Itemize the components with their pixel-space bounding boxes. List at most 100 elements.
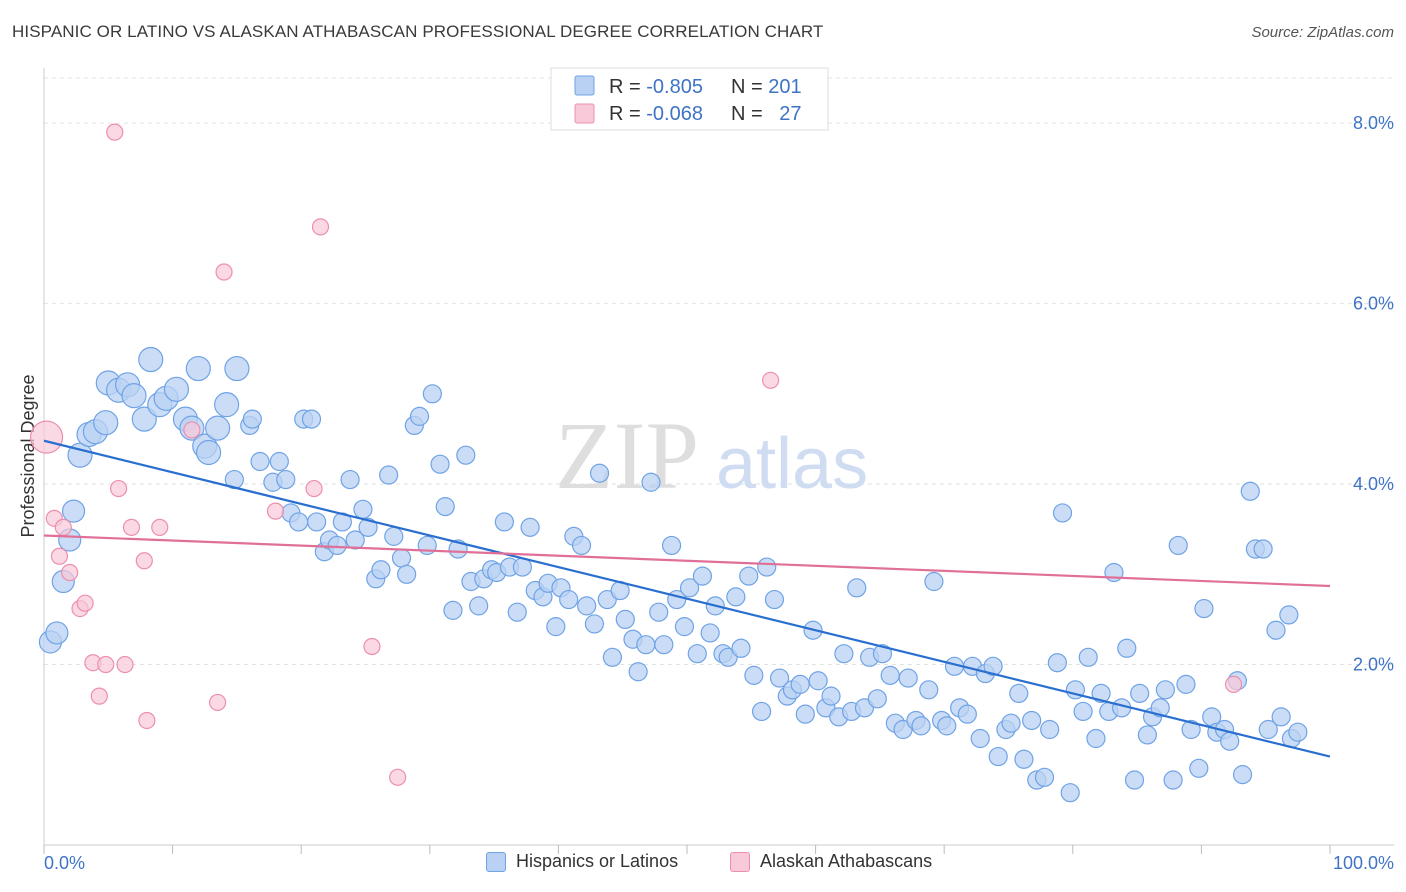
point-hispanics-105 <box>744 665 764 685</box>
point-hispanics-129 <box>898 668 918 688</box>
point-hispanics-168 <box>1150 698 1170 718</box>
point-hispanics-40 <box>327 535 347 556</box>
point-hispanics-20 <box>185 355 211 382</box>
point-hispanics-90 <box>649 602 669 622</box>
point-hispanics-43 <box>345 530 365 550</box>
point-hispanics-25 <box>224 355 250 382</box>
point-hispanics-74 <box>546 617 566 637</box>
point-athabascans-4 <box>61 563 79 582</box>
point-hispanics-45 <box>358 517 378 537</box>
point-hispanics-187 <box>1271 707 1291 727</box>
point-hispanics-186 <box>1266 620 1286 640</box>
point-hispanics-37 <box>307 512 327 532</box>
point-athabascans-14 <box>135 552 153 570</box>
point-hispanics-166 <box>1137 725 1157 745</box>
point-hispanics-117 <box>821 686 841 706</box>
point-athabascans-18 <box>209 693 227 712</box>
point-hispanics-62 <box>469 596 489 616</box>
legend-item-athabascans[interactable]: Alaskan Athabascans <box>730 851 932 872</box>
point-hispanics-55 <box>422 384 442 404</box>
point-hispanics-14 <box>138 346 164 373</box>
point-hispanics-156 <box>1073 701 1093 722</box>
point-hispanics-107 <box>757 557 777 577</box>
point-hispanics-57 <box>435 497 455 517</box>
point-hispanics-31 <box>269 451 289 472</box>
point-hispanics-188 <box>1279 605 1299 625</box>
point-athabascans-11 <box>109 479 128 498</box>
point-athabascans-21 <box>305 479 323 498</box>
point-athabascans-20 <box>266 502 285 520</box>
point-hispanics-91 <box>654 635 674 655</box>
svg-text:R = -0.805: R = -0.805 <box>609 76 703 98</box>
point-hispanics-169 <box>1155 680 1175 700</box>
point-athabascans-19 <box>215 263 233 281</box>
legend-swatch-hispanics <box>574 75 595 96</box>
point-athabascans-12 <box>116 655 134 674</box>
point-hispanics-184 <box>1253 539 1273 559</box>
point-hispanics-172 <box>1176 674 1196 694</box>
point-hispanics-171 <box>1168 535 1188 556</box>
point-athabascans-17 <box>183 421 201 439</box>
point-hispanics-175 <box>1194 598 1214 619</box>
point-hispanics-138 <box>957 704 977 724</box>
point-hispanics-170 <box>1163 770 1183 790</box>
legend-item-hispanics[interactable]: Hispanics or Latinos <box>486 851 678 872</box>
point-hispanics-60 <box>456 445 476 465</box>
point-hispanics-36 <box>301 409 322 429</box>
point-hispanics-88 <box>636 635 656 655</box>
point-hispanics-80 <box>584 614 605 634</box>
point-hispanics-190 <box>1288 722 1308 742</box>
point-hispanics-124 <box>867 689 887 709</box>
svg-text:R = -0.068: R = -0.068 <box>609 103 703 125</box>
point-hispanics-28 <box>242 409 262 429</box>
point-hispanics-104 <box>739 566 759 586</box>
point-hispanics-173 <box>1181 719 1201 740</box>
point-athabascans-0 <box>29 420 64 454</box>
point-hispanics-157 <box>1078 647 1098 667</box>
point-athabascans-25 <box>761 371 780 389</box>
point-hispanics-12 <box>121 383 147 409</box>
chart-title: HISPANIC OR LATINO VS ALASKAN ATHABASCAN… <box>12 22 824 41</box>
legend-swatch-athabascans <box>574 103 595 124</box>
point-hispanics-163 <box>1117 638 1137 658</box>
point-hispanics-1 <box>45 621 69 645</box>
point-hispanics-23 <box>205 415 231 441</box>
trend-lines <box>43 439 1331 758</box>
point-athabascans-6 <box>76 594 94 612</box>
point-hispanics-112 <box>790 674 810 694</box>
point-hispanics-103 <box>731 638 751 658</box>
point-athabascans-26 <box>1224 675 1243 693</box>
point-hispanics-76 <box>559 589 579 610</box>
point-hispanics-119 <box>834 644 854 664</box>
y-tick-label-0: 2.0% <box>1353 655 1394 675</box>
point-hispanics-95 <box>679 578 700 598</box>
point-hispanics-32 <box>276 469 296 490</box>
legend-r-value-1: -0.068 <box>646 103 703 125</box>
point-hispanics-8 <box>93 410 119 436</box>
legend-swatch-hispanics-bottom <box>486 851 506 872</box>
point-hispanics-42 <box>340 469 360 490</box>
point-athabascans-8 <box>90 687 108 705</box>
point-hispanics-113 <box>795 704 815 724</box>
point-hispanics-24 <box>214 392 240 418</box>
point-hispanics-154 <box>1060 783 1080 803</box>
point-hispanics-147 <box>1014 749 1034 769</box>
legend-label-athabascans: Alaskan Athabascans <box>760 851 933 871</box>
point-hispanics-159 <box>1091 683 1111 704</box>
trend-line-hispanics <box>43 439 1331 758</box>
watermark: ZIP atlas <box>555 402 868 509</box>
point-hispanics-143 <box>988 746 1008 767</box>
point-athabascans-22 <box>311 218 330 236</box>
legend-top: R = -0.805 N = 201 R = -0.068 N = 27 <box>550 67 829 131</box>
y-axis-label: Professional Degree <box>18 374 38 537</box>
y-tick-label-2: 6.0% <box>1353 294 1394 314</box>
point-hispanics-165 <box>1130 683 1150 704</box>
point-athabascans-15 <box>138 711 156 730</box>
point-hispanics-22 <box>196 439 222 466</box>
point-hispanics-179 <box>1220 731 1240 751</box>
point-hispanics-106 <box>751 701 772 722</box>
point-hispanics-53 <box>409 406 430 426</box>
point-hispanics-126 <box>880 665 900 685</box>
point-hispanics-29 <box>250 451 270 472</box>
